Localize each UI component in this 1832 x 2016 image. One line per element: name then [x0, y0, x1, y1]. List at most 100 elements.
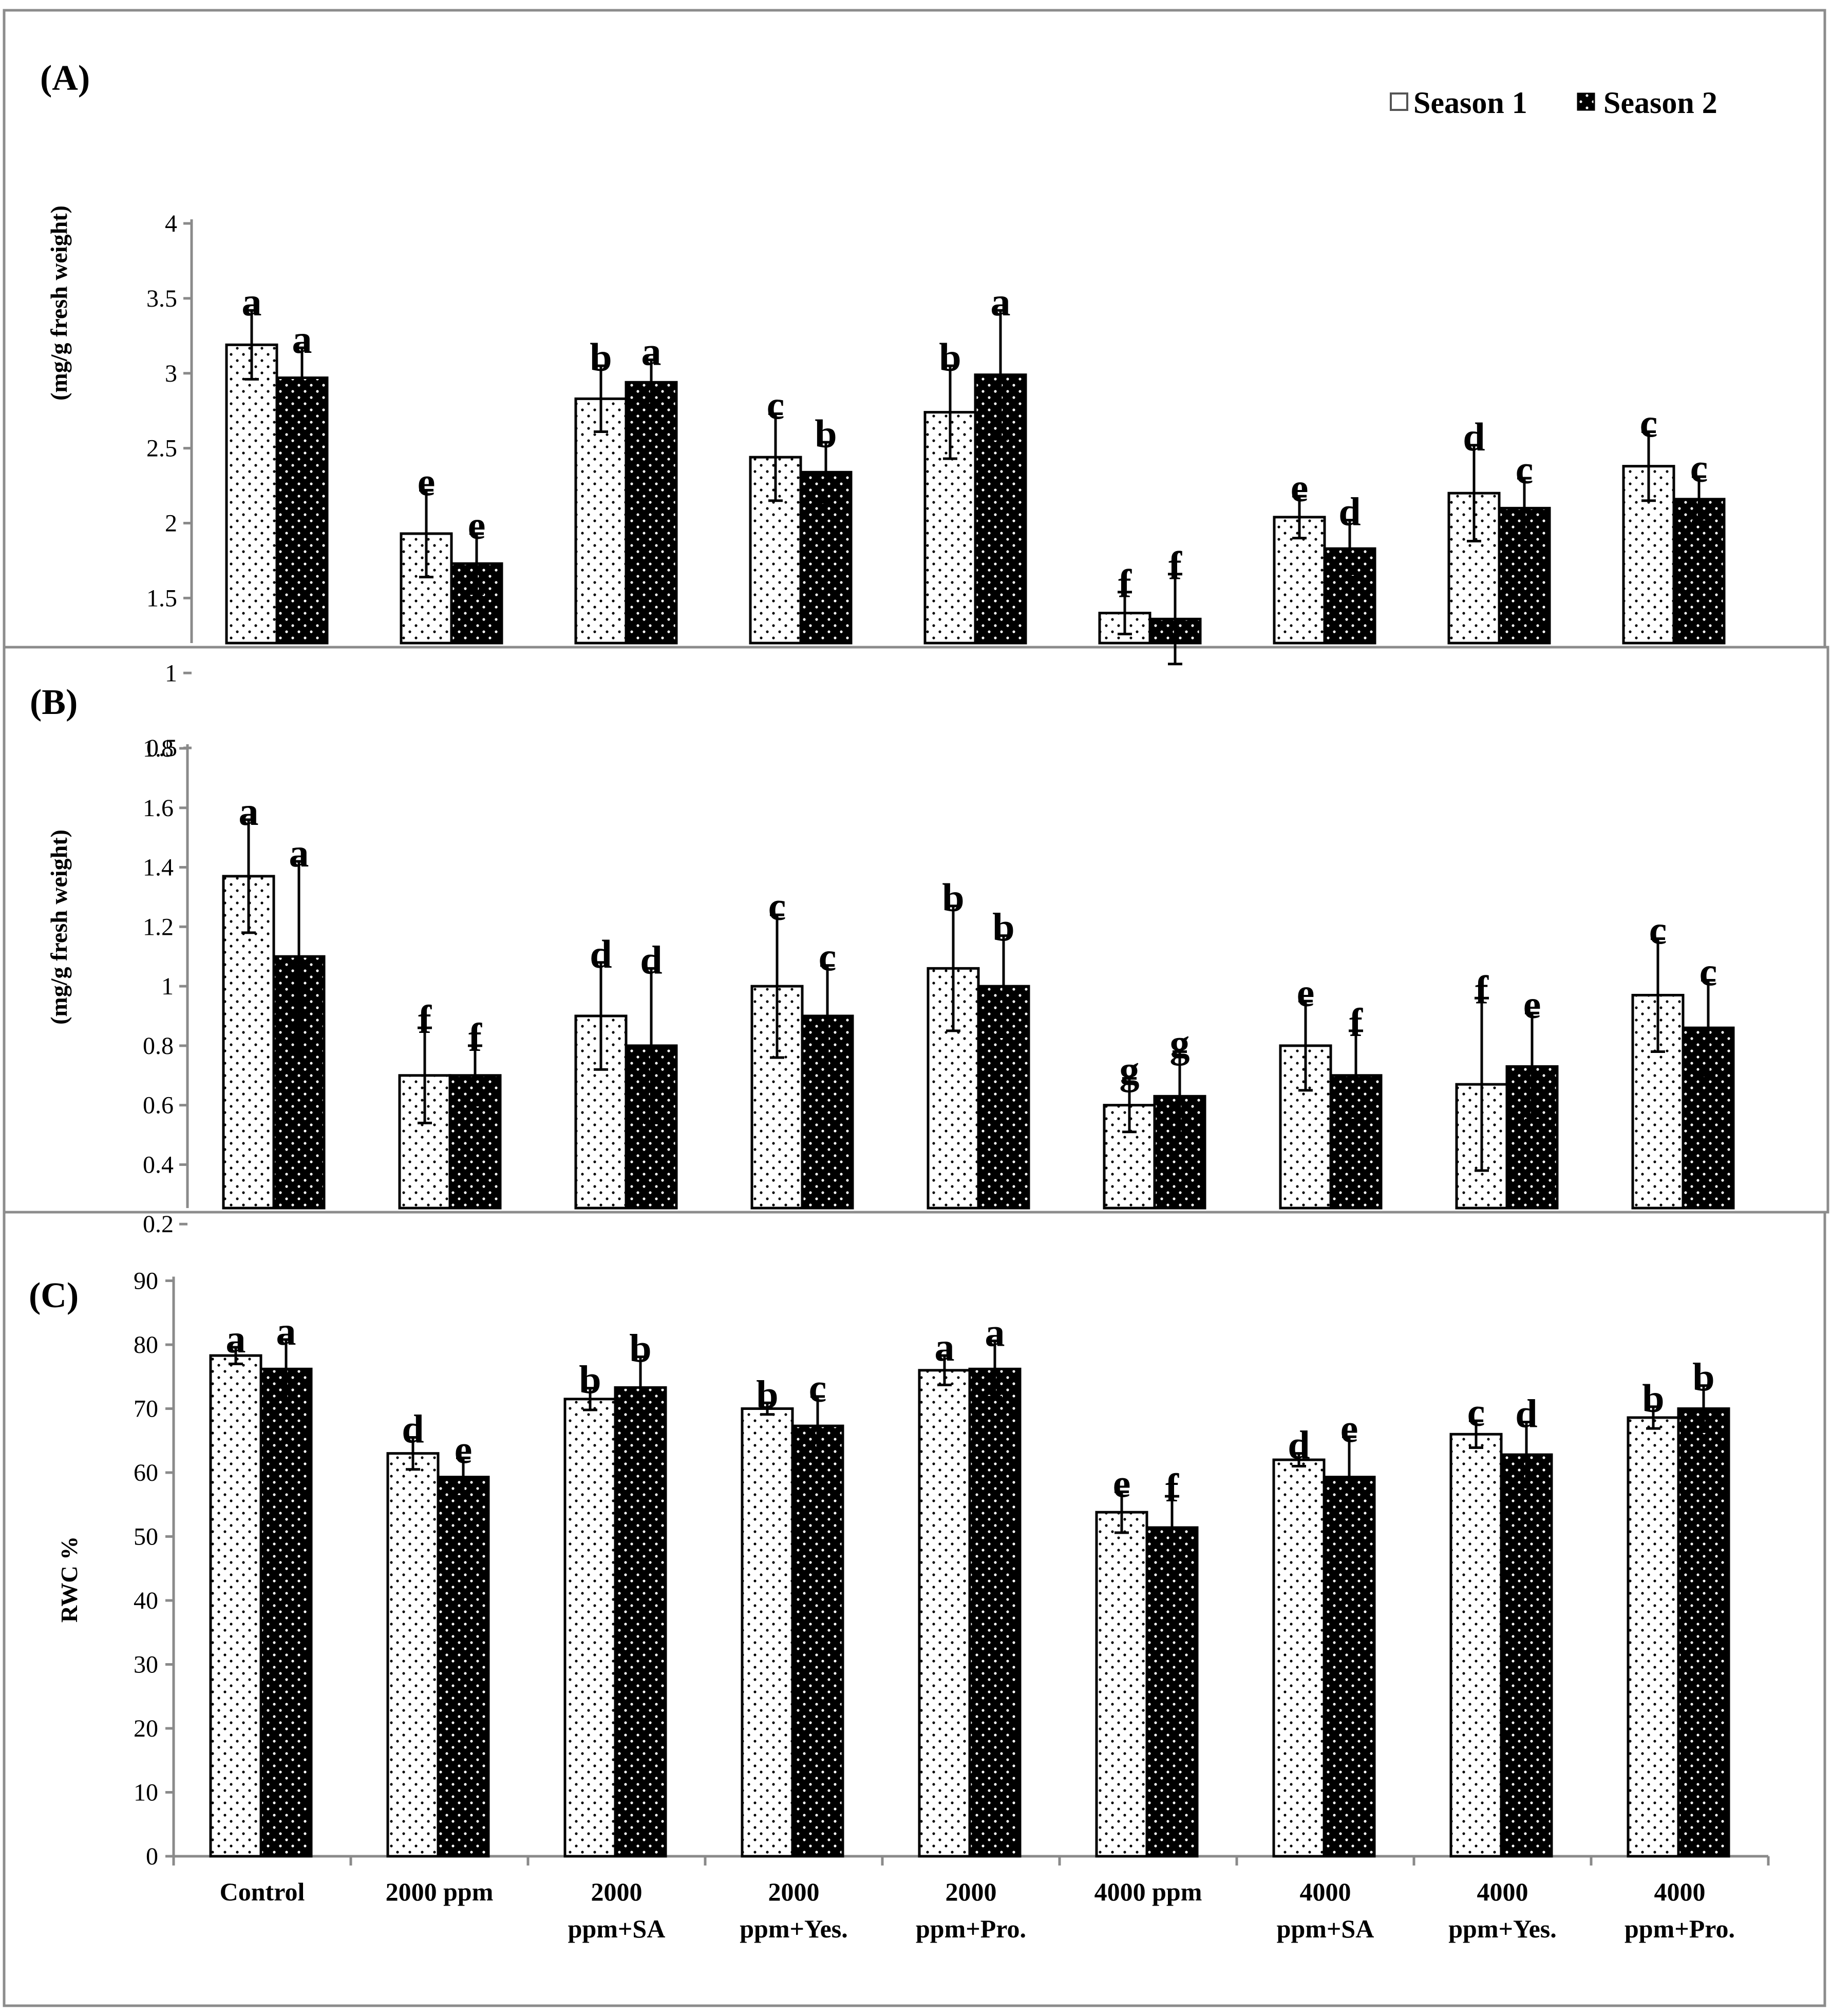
- panel-b-significance-letter: c: [1699, 950, 1717, 994]
- panel-a-significance-letter: c: [1690, 446, 1708, 491]
- panel-c-significance-letter: a: [276, 1309, 296, 1353]
- panel-b-y-tick-label: 0.8: [143, 1032, 174, 1060]
- panel-b-significance-letter: e: [1297, 970, 1315, 1015]
- panel-a-significance-letter: a: [292, 317, 312, 362]
- panel-a-significance-letter: c: [767, 383, 785, 428]
- panel-c-bar-season2: [791, 1424, 844, 1858]
- panel-c-significance-letter: a: [985, 1310, 1005, 1355]
- panel-b-label: (B): [30, 683, 78, 722]
- panel-c-significance-letter: c: [809, 1366, 827, 1410]
- panel-c-significance-letter: b: [1692, 1355, 1714, 1400]
- panel-b-significance-letter: f: [418, 997, 432, 1042]
- x-category-label: 2000: [591, 1877, 643, 1906]
- panel-a-significance-letter: f: [1168, 543, 1182, 588]
- panel-a-y-tick-label: 4: [165, 210, 177, 237]
- panel-c-bar-season1: [1272, 1458, 1326, 1858]
- panel-b-significance-letter: e: [1523, 982, 1541, 1027]
- panel-b-significance-letter: a: [289, 831, 309, 875]
- panel-c-significance-letter: b: [1642, 1376, 1664, 1421]
- panel-a-significance-letter: d: [1338, 489, 1361, 534]
- panel-c-significance-letter: d: [402, 1407, 424, 1452]
- panel-c-bar-season1: [918, 1369, 971, 1858]
- panel-c-significance-letter: b: [756, 1372, 778, 1417]
- panel-c-significance-letter: f: [1165, 1465, 1179, 1510]
- panel-b-significance-letter: c: [1649, 908, 1667, 952]
- panel-c-bar-season1: [1449, 1433, 1503, 1858]
- panel-a-y-tick-label: 1: [165, 660, 177, 687]
- panel-a-bar-season2: [275, 376, 329, 645]
- panel-a-significance-letter: b: [939, 335, 961, 380]
- panel-c-y-tick-label: 30: [134, 1651, 158, 1679]
- panel-c-significance-letter: d: [1288, 1423, 1310, 1467]
- panel-c-bar-season2: [1677, 1407, 1730, 1858]
- panel-a-significance-letter: a: [641, 329, 662, 373]
- panel-a-chart: (A) (mg/g fresh weight) 0.5 1 1.5 2 2.5 3 3.5 4 a e…: [40, 59, 1726, 762]
- panel-b-y-axis-title: (mg/g fresh weight): [46, 830, 72, 1025]
- panel-c-label: (C): [29, 1276, 79, 1315]
- x-category-label: 4000: [1654, 1877, 1706, 1906]
- panel-b-significance-letter: b: [942, 875, 964, 920]
- panel-c-significance-letter: e: [1113, 1461, 1131, 1505]
- panel-c-significance-letter: b: [629, 1326, 651, 1371]
- x-category-label: ppm+Yes.: [740, 1914, 847, 1943]
- panel-a-y-tick-label: 3.5: [146, 285, 177, 312]
- panel-c-bar-season1: [563, 1398, 617, 1858]
- x-category-label: ppm+Yes.: [1448, 1914, 1556, 1943]
- legend-label-season-1: Season 1: [1413, 86, 1527, 120]
- panel-c-y-tick-label: 80: [134, 1331, 158, 1359]
- panel-c-significance-letter: d: [1515, 1391, 1537, 1436]
- panel-a-bar-season2: [1672, 498, 1726, 645]
- panel-a-significance-letter: b: [590, 335, 612, 380]
- panel-b-y-tick-label: 1.4: [143, 854, 174, 881]
- panel-a-significance-letter: e: [418, 459, 436, 504]
- panel-b-y-tick-label: 1.2: [143, 913, 174, 940]
- panel-a-significance-letter: c: [1640, 401, 1658, 446]
- x-category-label: ppm+Pro.: [1625, 1914, 1735, 1943]
- panel-a-y-tick-label: 2: [165, 510, 177, 537]
- x-category-label: ppm+Pro.: [916, 1914, 1026, 1943]
- panel-a-y-tick-label: 2.5: [146, 435, 177, 462]
- panel-c-significance-letter: c: [1467, 1390, 1485, 1435]
- panel-a-significance-letter: f: [1118, 561, 1132, 606]
- legend-label-season-2: Season 2: [1603, 86, 1717, 120]
- panel-a-y-tick-label: 0.5: [146, 734, 177, 762]
- panel-b-significance-letter: d: [590, 932, 612, 976]
- x-category-label: 4000 ppm: [1094, 1877, 1202, 1906]
- panel-b-y-tick-label: 0.4: [143, 1151, 174, 1178]
- panel-c-bar-season1: [741, 1407, 794, 1858]
- panel-a-bar-season1: [574, 397, 628, 645]
- x-category-label: ppm+SA: [568, 1914, 666, 1943]
- panel-a-bar-season2: [625, 381, 678, 645]
- panel-c-bar-season1: [1095, 1511, 1148, 1858]
- panel-c-significance-letter: a: [935, 1325, 955, 1369]
- panel-c-bar-season1: [1627, 1416, 1680, 1858]
- panel-b-significance-letter: c: [768, 884, 786, 929]
- panel-a-label: (A): [40, 59, 90, 98]
- panel-c-bar-season2: [1145, 1526, 1199, 1858]
- panel-c-bar-season2: [1323, 1476, 1376, 1858]
- panel-c-significance-letter: e: [455, 1427, 473, 1472]
- panel-c-y-tick-label: 10: [134, 1779, 158, 1806]
- panel-c-y-tick-label: 20: [134, 1715, 158, 1742]
- panel-a-y-axis-title: (mg/g fresh weight): [46, 205, 72, 401]
- panel-b-significance-letter: g: [1120, 1048, 1140, 1092]
- x-category-label: 4000: [1300, 1877, 1351, 1906]
- panel-b-significance-letter: f: [1349, 1000, 1363, 1045]
- panel-c-y-tick-label: 70: [134, 1396, 158, 1423]
- panel-c-y-tick-label: 90: [134, 1268, 158, 1295]
- panel-a-significance-letter: e: [1291, 465, 1309, 510]
- panel-a-significance-letter: c: [1516, 447, 1534, 492]
- panel-a-significance-letter: d: [1463, 414, 1485, 459]
- panel-b-significance-letter: a: [239, 789, 259, 834]
- panel-a-significance-letter: e: [468, 503, 486, 548]
- panel-c-bar-season2: [259, 1367, 313, 1858]
- panel-c-y-tick-label: 60: [134, 1459, 158, 1486]
- panel-c-bar-season2: [437, 1476, 490, 1858]
- x-category-label: 2000: [946, 1877, 997, 1906]
- panel-b-significance-letter: d: [640, 937, 662, 982]
- x-category-label: 4000: [1477, 1877, 1528, 1906]
- panel-a-y-tick-label: 1.5: [146, 585, 177, 612]
- x-category-label: ppm+SA: [1277, 1914, 1374, 1943]
